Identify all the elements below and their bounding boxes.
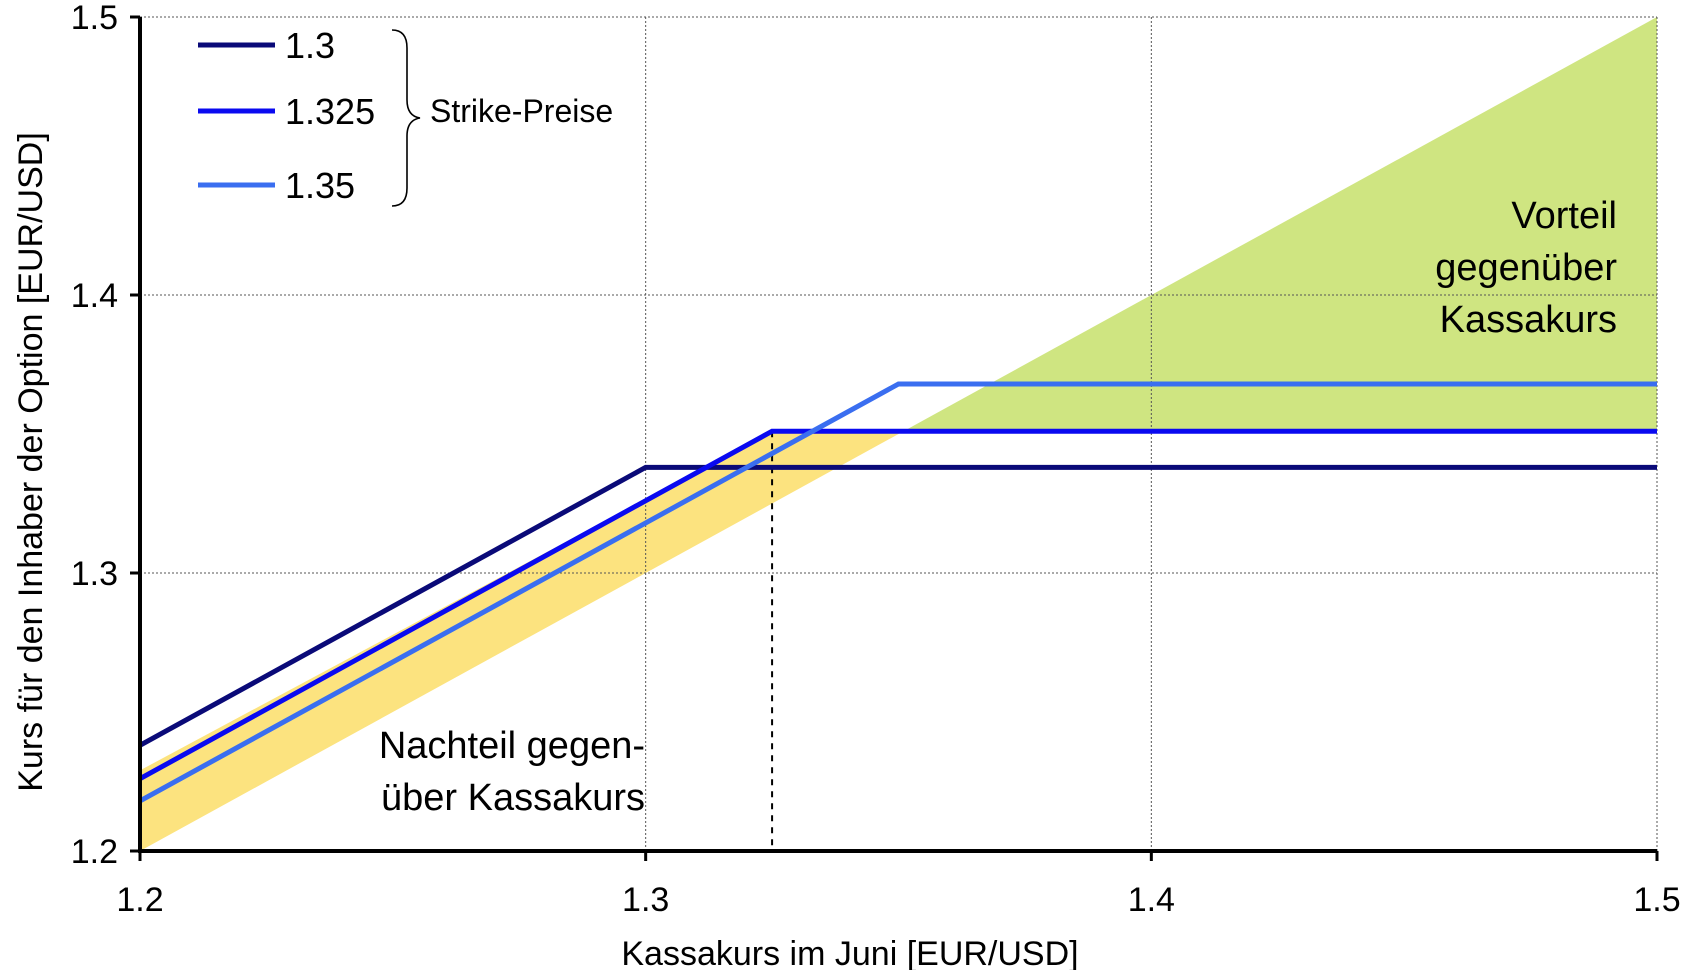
x-tick-label: 1.5 — [1633, 881, 1680, 919]
legend: 1.3 1.325 1.35 — [198, 25, 421, 207]
series-layer — [138, 381, 1657, 804]
y-axis-title: Kurs für den Inhaber der Option [EUR/USD… — [12, 132, 50, 792]
disadvantage-region — [140, 431, 904, 851]
advantage-label-line: Kassakurs — [1440, 299, 1617, 341]
advantage-label-line: gegenüber — [1435, 247, 1617, 289]
y-tick-label: 1.5 — [71, 0, 118, 37]
series-line-1-35 — [138, 381, 1657, 804]
legend-label-1-325: 1.325 — [285, 91, 375, 132]
x-tick-label: 1.2 — [116, 881, 163, 919]
y-tick-label: 1.4 — [71, 277, 118, 315]
series-line-1-325 — [138, 428, 1657, 781]
y-tick-label: 1.3 — [71, 555, 118, 593]
legend-group-label: Strike-Preise — [430, 93, 613, 129]
regions-layer — [140, 17, 1657, 851]
axes-layer — [130, 15, 1659, 861]
grid-layer — [140, 16, 1658, 851]
x-tick-label: 1.4 — [1128, 881, 1175, 919]
series-line-1-3 — [138, 464, 1657, 748]
legend-label-1-3: 1.3 — [285, 25, 335, 66]
disadvantage-label-line: über Kassakurs — [381, 777, 645, 819]
x-tick-label: 1.3 — [622, 881, 669, 919]
advantage-region — [903, 17, 1657, 432]
x-axis-title: Kassakurs im Juni [EUR/USD] — [621, 935, 1078, 970]
disadvantage-label-line: Nachteil gegen- — [379, 725, 645, 767]
legend-brace — [391, 29, 421, 207]
text-layer: Kassakurs im Juni [EUR/USD] Kurs für den… — [12, 0, 1681, 970]
y-tick-label: 1.2 — [71, 833, 118, 871]
advantage-label-line: Vorteil — [1511, 195, 1617, 237]
legend-label-1-35: 1.35 — [285, 165, 355, 206]
